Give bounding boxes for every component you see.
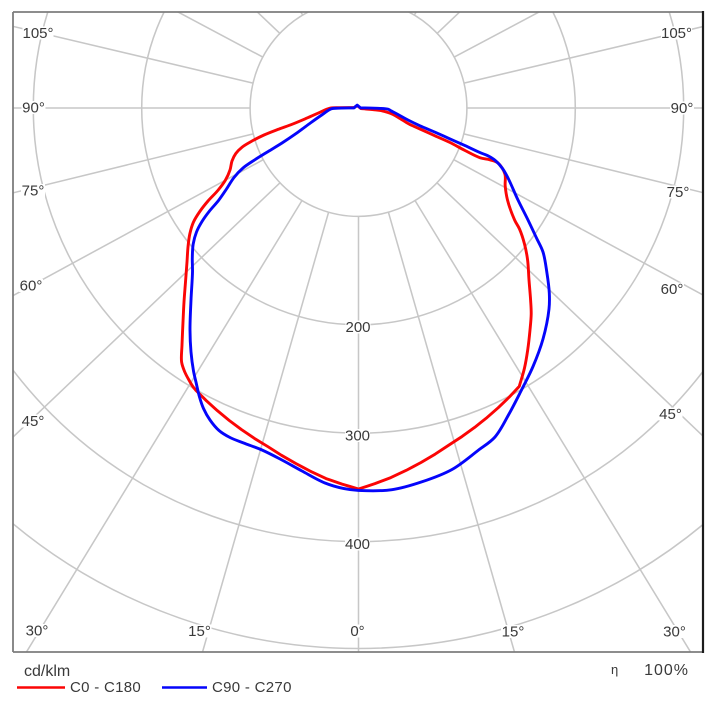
svg-text:60°: 60°	[661, 281, 684, 298]
svg-text:200: 200	[345, 319, 370, 336]
svg-text:100%: 100%	[644, 662, 689, 679]
svg-text:15°: 15°	[188, 623, 211, 640]
svg-text:75°: 75°	[667, 184, 690, 201]
svg-text:C90 - C270: C90 - C270	[212, 679, 292, 696]
svg-text:105°: 105°	[22, 25, 53, 42]
svg-text:90°: 90°	[671, 100, 694, 117]
svg-text:90°: 90°	[22, 100, 45, 117]
svg-text:400: 400	[345, 536, 370, 553]
svg-text:75°: 75°	[22, 183, 45, 200]
svg-text:C0 - C180: C0 - C180	[70, 679, 141, 696]
svg-text:60°: 60°	[20, 278, 43, 295]
svg-text:45°: 45°	[659, 406, 682, 423]
svg-text:cd/klm: cd/klm	[24, 663, 70, 680]
svg-text:300: 300	[345, 428, 370, 445]
svg-text:η: η	[611, 662, 618, 677]
svg-text:0°: 0°	[350, 623, 364, 640]
svg-text:15°: 15°	[502, 624, 525, 641]
svg-text:30°: 30°	[26, 623, 49, 640]
svg-text:30°: 30°	[663, 624, 686, 641]
svg-text:105°: 105°	[661, 25, 692, 42]
svg-text:45°: 45°	[22, 413, 45, 430]
